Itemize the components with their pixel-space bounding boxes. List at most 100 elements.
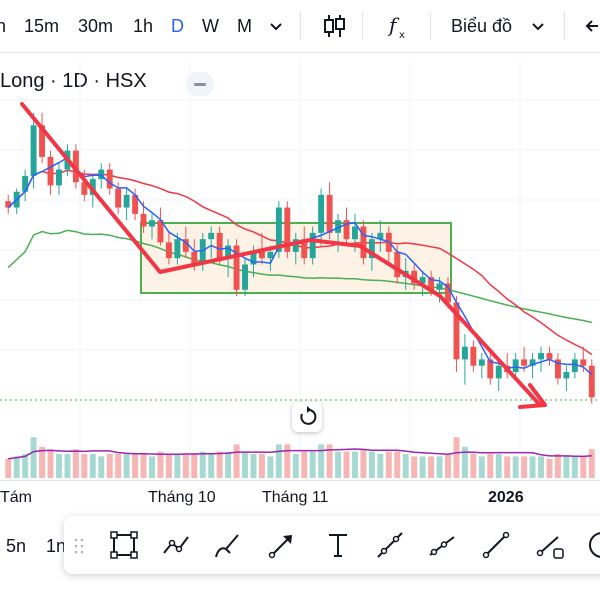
candle — [588, 365, 595, 398]
candle — [216, 232, 223, 259]
chart-type-dropdown[interactable]: Biểu đồ — [451, 16, 513, 36]
volume-bar — [428, 456, 435, 478]
candle — [554, 359, 561, 379]
candle — [39, 125, 46, 157]
polyline-icon[interactable] — [160, 529, 192, 561]
toolbar-divider — [564, 12, 565, 40]
candle — [191, 251, 198, 265]
candle — [199, 239, 206, 265]
candle — [571, 359, 578, 373]
ray-icon[interactable] — [426, 529, 458, 561]
volume-bar — [72, 449, 79, 478]
trend-line-icon[interactable] — [374, 529, 406, 561]
candlestick-type-icon[interactable] — [320, 12, 348, 40]
volume-bar — [453, 437, 460, 478]
candle — [538, 353, 544, 360]
candle — [81, 182, 88, 195]
candle — [233, 245, 240, 290]
candle — [106, 169, 113, 189]
volume-bar — [191, 454, 198, 478]
collapse-legend-button[interactable] — [186, 72, 214, 96]
volume-bar — [267, 456, 274, 478]
candle — [140, 213, 147, 227]
arrow-icon[interactable] — [266, 529, 298, 561]
volume-bar — [174, 454, 181, 478]
candle — [30, 125, 37, 176]
interval-h[interactable]: h — [0, 16, 7, 36]
chevron-down-icon[interactable] — [528, 16, 548, 36]
volume-bar — [402, 454, 409, 478]
volume-bar — [115, 454, 122, 478]
volume-bar — [588, 449, 595, 478]
reset-chart-button[interactable] — [292, 402, 322, 432]
time-axis[interactable]: Tám Tháng 10 Tháng 11 2026 — [0, 480, 600, 513]
range-1n[interactable]: 1n — [46, 536, 67, 556]
candle — [487, 359, 494, 379]
candle — [292, 239, 299, 252]
candle — [343, 220, 350, 240]
volume-bar — [504, 456, 511, 478]
extended-line-icon[interactable] — [480, 529, 512, 561]
interval-m[interactable]: M — [237, 16, 252, 36]
interval-w[interactable]: W — [202, 16, 219, 36]
path-icon[interactable] — [534, 529, 566, 561]
volume-bar — [216, 451, 223, 478]
candle — [411, 270, 418, 284]
candle — [335, 220, 342, 233]
indicators-fx-icon[interactable]: f x — [385, 12, 413, 40]
candle — [132, 194, 139, 214]
candle — [368, 239, 375, 259]
candle — [72, 150, 79, 183]
range-5n[interactable]: 5n — [6, 536, 27, 556]
candle — [275, 207, 282, 252]
interval-15m[interactable]: 15m — [24, 16, 60, 36]
volume-bar — [436, 456, 443, 478]
candle — [284, 207, 291, 252]
volume-bar — [225, 451, 232, 478]
candle — [352, 226, 358, 240]
candle — [546, 353, 553, 360]
volume-bar — [81, 454, 88, 478]
volume-bar — [301, 451, 308, 478]
grip-icon[interactable] — [74, 538, 84, 554]
interval-1h[interactable]: 1h — [133, 16, 154, 36]
volume-bar — [495, 454, 502, 478]
chevron-down-icon[interactable] — [266, 16, 286, 36]
interval-d[interactable]: D — [171, 16, 184, 36]
arrow-head-icon — [518, 383, 547, 409]
brush-icon[interactable] — [212, 529, 244, 561]
candle — [149, 220, 155, 227]
candle — [529, 359, 536, 366]
volume-bar — [309, 451, 316, 478]
trend-polyline[interactable] — [20, 102, 542, 407]
trend-arrows[interactable] — [20, 102, 547, 409]
volume-bar — [182, 454, 189, 478]
symbol-legend: Long · 1D · HSX — [0, 70, 147, 92]
drawing-toolbar — [64, 516, 600, 574]
interval-30m[interactable]: 30m — [78, 16, 114, 36]
volume-bar — [326, 444, 333, 478]
text-icon[interactable] — [322, 529, 354, 561]
candle — [512, 359, 519, 373]
candle — [242, 264, 248, 290]
volume-bar — [487, 454, 494, 478]
volume-bar — [461, 446, 468, 478]
candle — [267, 251, 274, 259]
volume-bar — [284, 444, 291, 478]
reset-icon — [300, 406, 317, 425]
candle — [445, 283, 451, 303]
toolbar-divider — [430, 12, 431, 40]
minus-icon — [194, 83, 206, 86]
rectangle-icon[interactable] — [108, 529, 140, 561]
undo-arrow-icon[interactable] — [584, 12, 600, 40]
volume-bar — [13, 456, 20, 478]
volume-bar — [47, 449, 54, 478]
volume-bar — [275, 444, 282, 478]
candle — [495, 365, 502, 379]
candle — [208, 232, 215, 240]
price-chart[interactable] — [0, 53, 600, 480]
volume-bar — [5, 458, 12, 478]
circle-icon[interactable] — [584, 529, 600, 561]
time-label: Tháng 10 — [148, 489, 216, 506]
volume-bar — [512, 456, 519, 478]
